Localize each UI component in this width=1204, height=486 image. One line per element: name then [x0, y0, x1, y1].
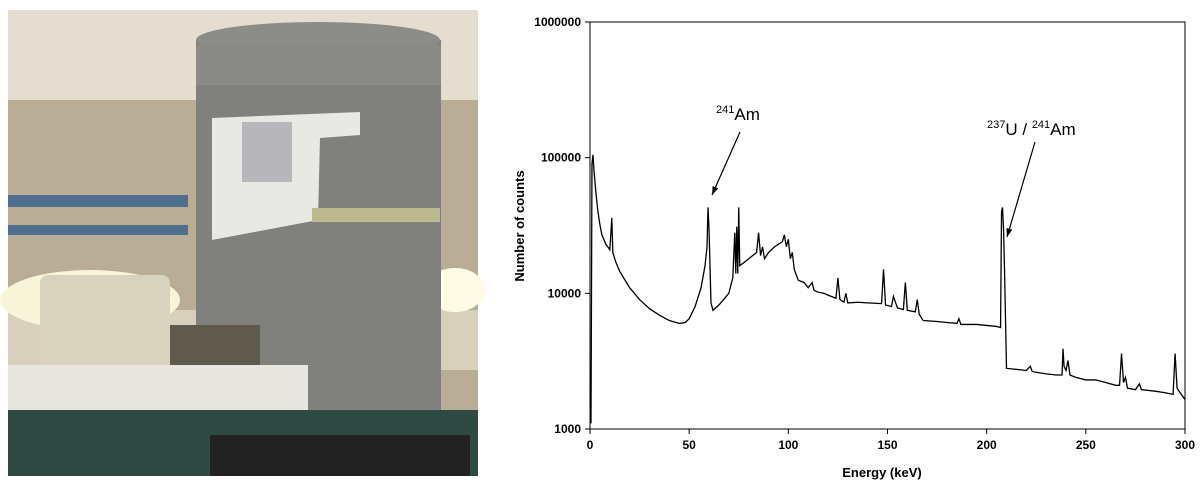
- table-top: [8, 365, 308, 410]
- annotation-arrowhead: [1006, 228, 1013, 237]
- x-tick-label: 300: [1175, 438, 1195, 452]
- annotation-superscript: 237: [987, 119, 1005, 131]
- annotation: 241Am: [716, 104, 760, 124]
- annotation-arrow: [1006, 141, 1036, 238]
- x-axis-label: Energy (keV): [842, 465, 921, 480]
- band: [312, 208, 440, 222]
- annotation-text: Am: [1050, 120, 1076, 139]
- y-tick-label: 10000: [548, 286, 582, 300]
- y-tick-label: 100000: [541, 151, 581, 165]
- annotation-superscript: 241: [1032, 119, 1050, 131]
- chart: Number of counts Energy (keV) 1000100001…: [512, 15, 1195, 480]
- x-tick-label: 50: [682, 438, 696, 452]
- x-tick-label: 100: [778, 438, 798, 452]
- annotation-arrowhead: [712, 186, 719, 195]
- x-tick-label: 0: [587, 438, 594, 452]
- plot-frame: [589, 21, 1186, 430]
- y-tick-label: 1000: [554, 422, 581, 436]
- grate: [210, 435, 470, 476]
- photo: [0, 10, 485, 476]
- cylinder-lid: [196, 45, 441, 85]
- detector: [40, 275, 170, 365]
- y-axis-label: Number of counts: [512, 170, 527, 281]
- annotation-superscript: 241: [716, 104, 734, 116]
- x-tick-label: 250: [1076, 438, 1096, 452]
- annotation-arrow: [711, 131, 741, 196]
- rail: [8, 225, 188, 235]
- rail: [8, 195, 188, 207]
- spectrum-line: [590, 154, 1186, 424]
- label-square: [242, 122, 292, 182]
- x-tick-label: 150: [877, 438, 897, 452]
- x-tick-label: 200: [977, 438, 997, 452]
- annotation-text: U /: [1005, 120, 1031, 139]
- annotation-text: Am: [734, 105, 760, 124]
- y-tick-label: 1000000: [534, 15, 581, 29]
- annotation: 237U / 241Am: [987, 119, 1076, 139]
